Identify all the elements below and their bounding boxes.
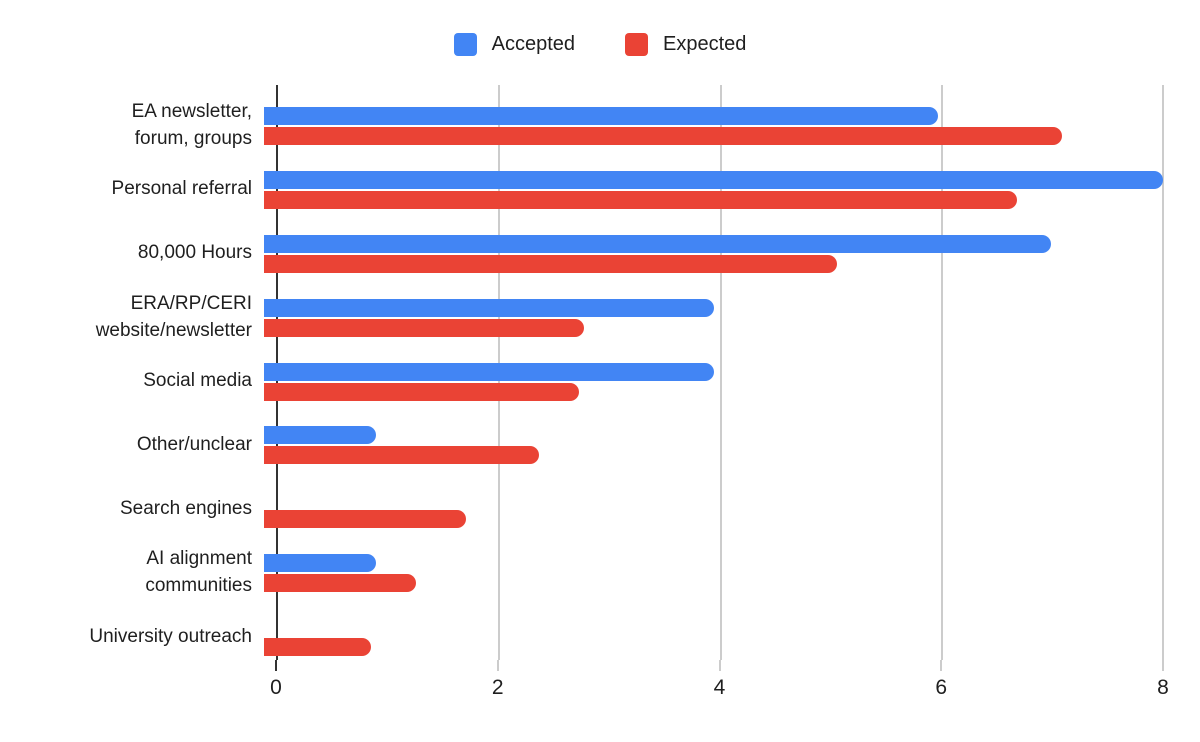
category-label: Search engines bbox=[0, 468, 264, 532]
category-label-line: Social media bbox=[143, 370, 252, 391]
category-label-line: Other/unclear bbox=[136, 433, 252, 455]
category-label: 80,000 Hours bbox=[0, 213, 264, 277]
category-label-line: communities bbox=[145, 575, 252, 597]
bar-expected bbox=[264, 446, 540, 465]
category-label-line: AI alignment bbox=[146, 548, 252, 570]
category-row: EA newsletter, forum, groups bbox=[0, 85, 1163, 149]
bar-group bbox=[264, 596, 1163, 660]
legend-item-accepted: Accepted bbox=[453, 33, 575, 56]
category-row: ERA/RP/CERI website/newsletter bbox=[0, 277, 1163, 341]
bar-accepted bbox=[264, 298, 714, 317]
bar-expected bbox=[264, 510, 467, 529]
tick-mark bbox=[940, 660, 943, 671]
legend: Accepted Expected bbox=[0, 33, 1200, 56]
legend-label-accepted: Accepted bbox=[491, 33, 575, 55]
category-label: AI alignment communities bbox=[0, 532, 264, 596]
category-label-line: Personal referral bbox=[111, 178, 252, 200]
bar-expected bbox=[264, 574, 416, 593]
category-label-line: forum, groups bbox=[134, 127, 252, 149]
category-label: ERA/RP/CERI website/newsletter bbox=[0, 277, 264, 341]
category-label-line: ERA/RP/CERI bbox=[130, 292, 252, 314]
gridline bbox=[940, 85, 943, 660]
category-label-line: EA newsletter, bbox=[131, 100, 252, 122]
legend-item-expected: Expected bbox=[625, 33, 746, 56]
bar-group bbox=[264, 404, 1163, 468]
category-label-line: Search engines bbox=[119, 497, 252, 519]
tick-label: 6 bbox=[935, 676, 948, 699]
bar-group bbox=[264, 468, 1163, 532]
tick-label: 4 bbox=[713, 676, 726, 699]
bar-expected bbox=[264, 318, 585, 337]
gridline bbox=[719, 85, 722, 660]
tick-mark bbox=[1162, 660, 1164, 671]
bar-accepted bbox=[264, 426, 377, 445]
x-axis: 0 2 4 6 8 bbox=[270, 660, 1169, 710]
accepted-swatch-icon bbox=[453, 33, 477, 56]
tick-label: 0 bbox=[270, 676, 282, 699]
bar-group bbox=[264, 149, 1163, 213]
bar-accepted bbox=[264, 107, 939, 125]
bar-accepted bbox=[264, 234, 1051, 253]
bar-group bbox=[264, 532, 1163, 596]
category-row: Personal referral bbox=[0, 149, 1163, 213]
expected-swatch-icon bbox=[625, 33, 648, 56]
tick-mark bbox=[496, 660, 499, 671]
category-label: Other/unclear bbox=[0, 404, 264, 468]
category-row: Search engines bbox=[0, 468, 1163, 532]
category-row: Other/unclear bbox=[0, 404, 1163, 468]
category-label-line: website/newsletter bbox=[95, 319, 252, 341]
category-label: EA newsletter, forum, groups bbox=[0, 85, 264, 149]
bar-accepted bbox=[264, 170, 1163, 189]
category-row: AI alignment communities bbox=[0, 532, 1163, 596]
bar-expected bbox=[264, 382, 579, 401]
bar-expected bbox=[264, 190, 1017, 209]
category-row: 80,000 Hours bbox=[0, 213, 1163, 277]
bar-group bbox=[264, 277, 1163, 341]
category-label: Personal referral bbox=[0, 149, 264, 213]
legend-label-expected: Expected bbox=[663, 33, 747, 55]
bar-accepted bbox=[264, 362, 714, 381]
tick-label: 2 bbox=[491, 676, 504, 699]
gridline bbox=[1162, 85, 1164, 660]
category-row: Social media bbox=[0, 341, 1163, 405]
tick-label: 8 bbox=[1157, 676, 1169, 699]
category-label-line: 80,000 Hours bbox=[137, 242, 252, 264]
category-row: University outreach bbox=[0, 596, 1163, 660]
chart-rows: EA newsletter, forum, groups Personal refe… bbox=[0, 85, 1163, 660]
bar-group bbox=[264, 213, 1163, 277]
category-label: Social media bbox=[0, 341, 264, 405]
bar-expected bbox=[264, 638, 371, 657]
bar-expected bbox=[264, 254, 838, 273]
category-label: University outreach bbox=[0, 596, 264, 660]
category-label-line: University outreach bbox=[89, 625, 252, 647]
tick-mark bbox=[718, 660, 721, 671]
bar-group bbox=[264, 85, 1163, 149]
bar-expected bbox=[264, 127, 1062, 145]
tick-mark bbox=[275, 660, 277, 671]
bar-group bbox=[264, 341, 1163, 405]
bar-accepted bbox=[264, 554, 377, 573]
